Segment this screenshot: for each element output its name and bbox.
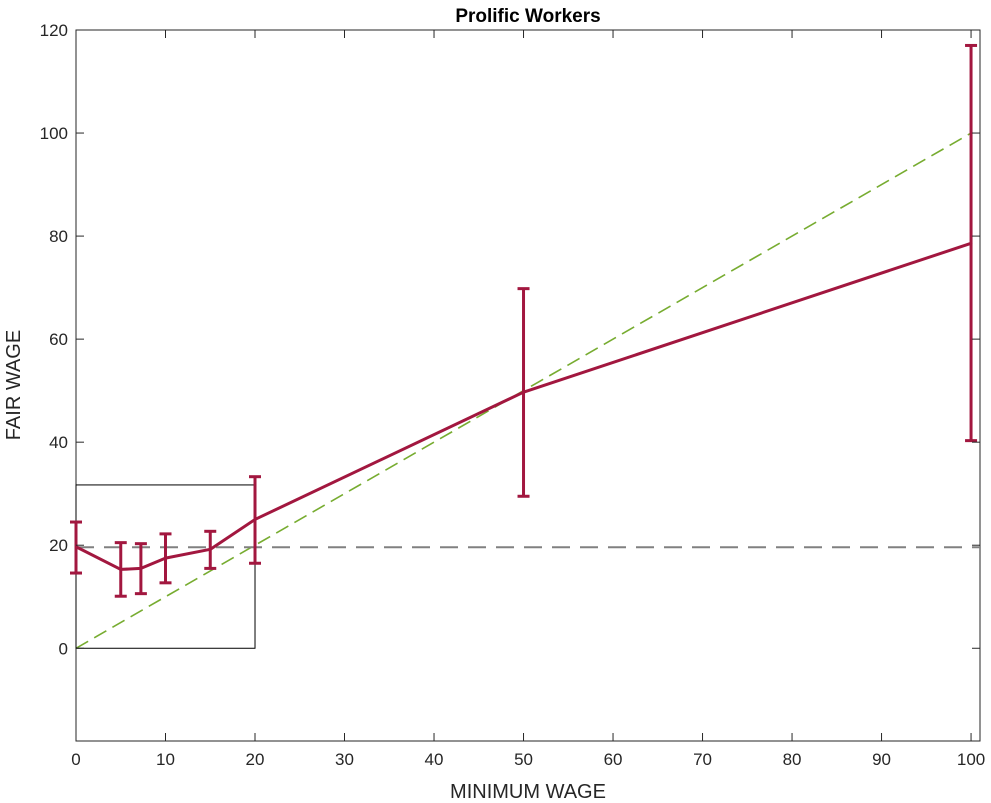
y-tick-label: 100 [40,124,68,143]
x-tick-label: 100 [957,750,985,769]
data-point [74,545,78,549]
series-line [75,241,972,571]
y-tick-label: 80 [49,227,68,246]
x-tick-label: 60 [604,750,623,769]
y-tick-label: 60 [49,330,68,349]
y-tick-label: 20 [49,536,68,555]
x-tick-label: 20 [246,750,265,769]
data-point [522,390,526,394]
y-tick-label: 40 [49,433,68,452]
y-tick-label: 120 [40,21,68,40]
x-tick-label: 40 [425,750,444,769]
series-layer [70,43,978,598]
x-tick-label: 70 [693,750,712,769]
plot-frame [75,29,981,742]
chart-title: Prolific Workers [455,6,600,27]
data-point [119,567,123,571]
data-point [969,241,973,245]
x-tick-label: 10 [156,750,175,769]
data-point [164,556,168,560]
x-tick-label: 80 [783,750,802,769]
x-axis-title: MINIMUM WAGE [450,781,606,803]
y-tick-label: 0 [59,639,68,658]
axis-ticks: 0 10 20 30 40 50 60 70 80 90 100 0 20 40 60 80 100 120 [40,21,986,769]
x-tick-label: 0 [71,750,80,769]
y-axis-title: FAIR WAGE [3,330,25,440]
data-point [208,547,212,551]
x-tick-label: 30 [335,750,354,769]
x-tick-label: 90 [872,750,891,769]
x-tick-label: 50 [514,750,533,769]
data-point [139,566,143,570]
data-point [253,517,257,521]
plot-area [75,29,981,742]
